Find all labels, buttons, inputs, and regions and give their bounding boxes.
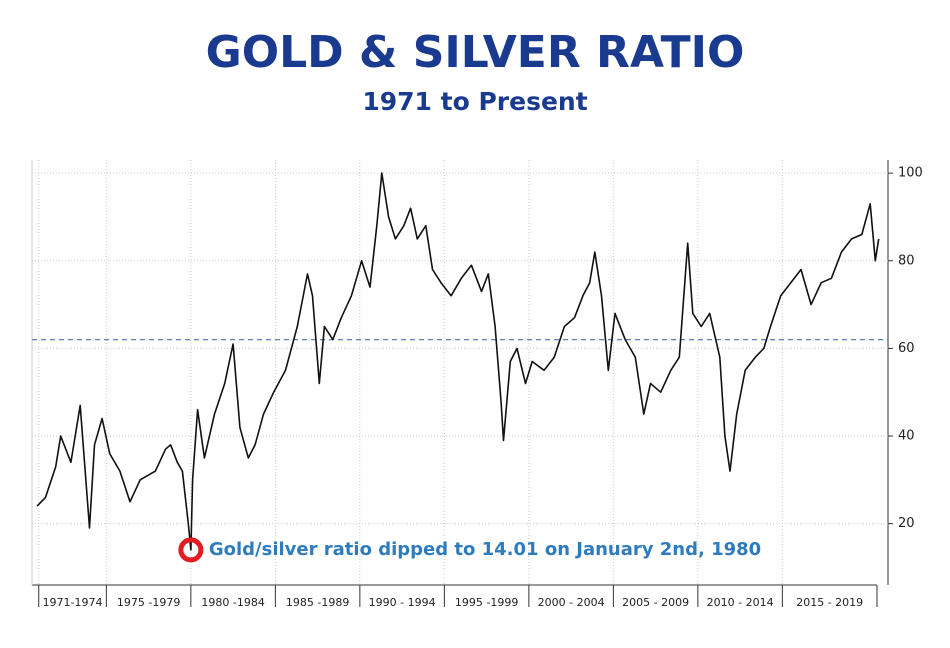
y-tick-label: 80 xyxy=(898,253,915,268)
chart-title: GOLD & SILVER RATIO xyxy=(206,27,745,78)
y-tick-label: 20 xyxy=(898,516,915,531)
x-period-label: 2005 - 2009 xyxy=(622,596,689,609)
x-period-label: 1971-1974 xyxy=(43,596,103,609)
x-period-label: 1980 -1984 xyxy=(201,596,264,609)
chart-subtitle: 1971 to Present xyxy=(362,87,587,116)
annotation-marker xyxy=(178,537,204,563)
annotation-text: Gold/silver ratio dipped to 14.01 on Jan… xyxy=(209,539,761,560)
x-period-label: 1985 -1989 xyxy=(286,596,349,609)
ratio-line xyxy=(36,172,880,551)
x-period-label: 2000 - 2004 xyxy=(538,596,605,609)
x-period-label: 1975 -1979 xyxy=(117,596,180,609)
y-tick-label: 60 xyxy=(898,341,915,356)
y-tick-label: 100 xyxy=(898,166,923,181)
x-period-label: 1995 -1999 xyxy=(455,596,518,609)
y-tick-label: 40 xyxy=(898,429,915,444)
x-period-label: 2015 - 2019 xyxy=(796,596,863,609)
x-period-label: 1990 - 1994 xyxy=(369,596,436,609)
x-period-label: 2010 - 2014 xyxy=(707,596,774,609)
